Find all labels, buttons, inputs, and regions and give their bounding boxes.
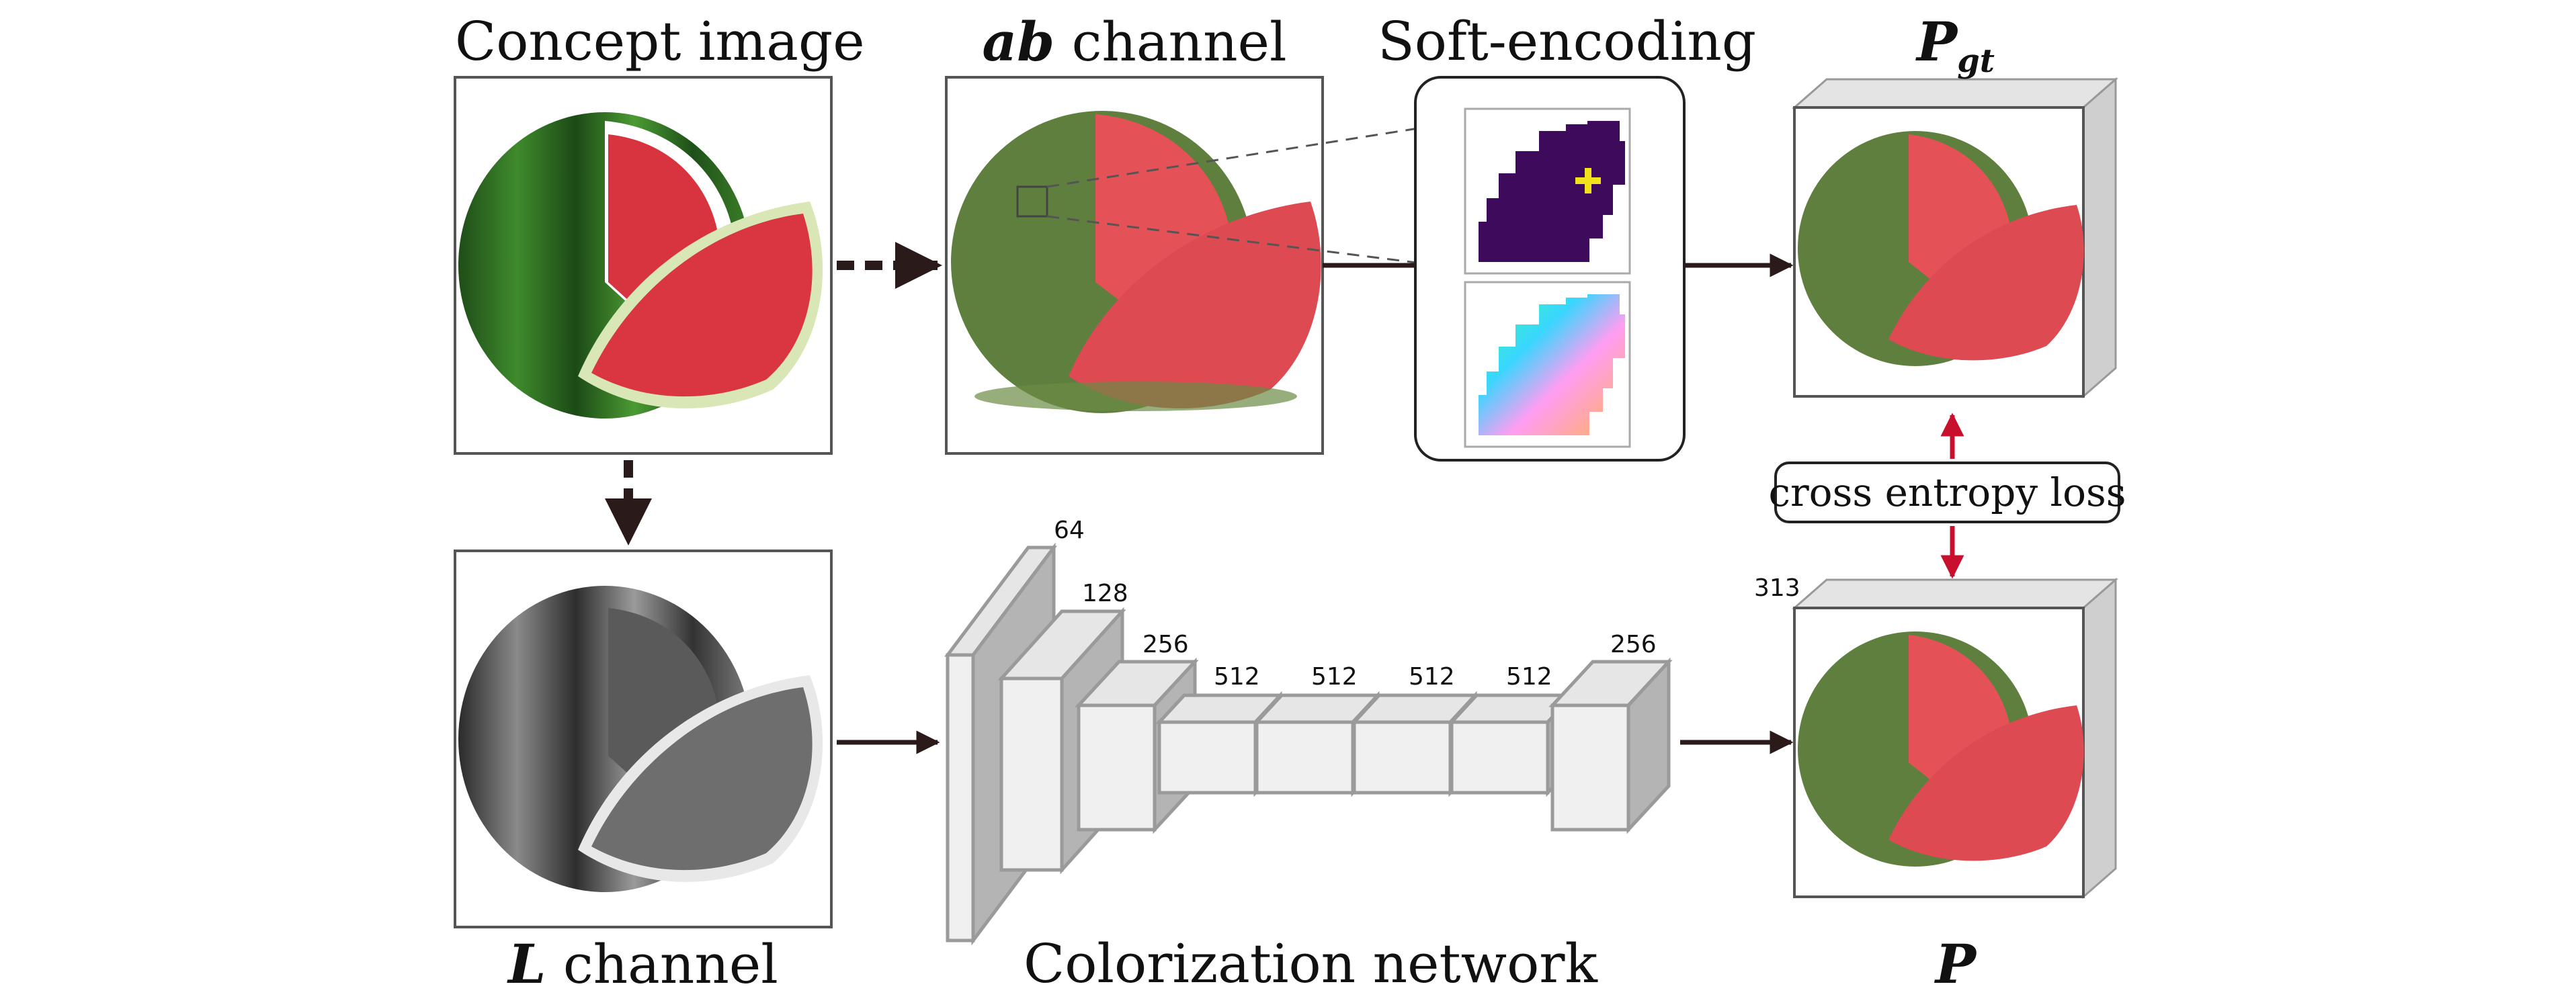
layer-count-512-a: 512 (1214, 663, 1260, 691)
network-block-256-b (1548, 657, 1673, 834)
pgt-label-main: P (1917, 10, 1958, 73)
ab-channel-label-rest: channel (1054, 11, 1287, 73)
p-label: P (1855, 937, 2056, 992)
layer-count-128: 128 (1082, 580, 1128, 607)
sample-region-box (1016, 185, 1048, 218)
quantized-bin-marker (1575, 168, 1601, 193)
soft-encoding-label: Soft-encoding (1378, 10, 1757, 73)
output-count-313: 313 (1754, 574, 1800, 602)
pgt-panel (1792, 77, 2118, 399)
ab-channel-panel (945, 76, 1466, 455)
ab-channel-label-italic: ab (982, 10, 1055, 73)
l-channel-label: L channel (455, 937, 831, 992)
l-channel-label-rest: channel (546, 933, 778, 996)
watermelon-pgt-illustration (1798, 131, 2084, 366)
concept-image-label: Concept image (455, 10, 865, 73)
layer-count-64: 64 (1054, 517, 1085, 544)
layer-count-256-b: 256 (1610, 631, 1657, 658)
p-panel (1792, 577, 2118, 900)
concept-image-panel (454, 76, 833, 455)
p-label-main: P (1935, 932, 1977, 996)
l-channel-label-italic: L (508, 932, 546, 996)
cross-entropy-loss-label: cross entropy loss (1768, 462, 2126, 523)
pgt-label-sub: gt (1957, 42, 1995, 80)
watermelon-grayscale-illustration (458, 586, 823, 892)
watermelon-color-illustration (458, 112, 823, 419)
layer-count-512-b: 512 (1311, 663, 1358, 691)
layer-count-256-a: 256 (1142, 631, 1189, 658)
l-channel-panel (454, 550, 833, 928)
pgt-label: Pgt (1855, 15, 2056, 77)
ab-channel-label: ab channel (946, 15, 1323, 69)
watermelon-p-illustration (1798, 631, 2084, 867)
soft-encoding-box (1414, 76, 1686, 462)
layer-count-512-d: 512 (1506, 663, 1552, 691)
layer-count-512-c: 512 (1409, 663, 1455, 691)
colorization-network-blocks (944, 542, 1673, 946)
colorization-network-label: Colorization network (1023, 932, 1598, 995)
